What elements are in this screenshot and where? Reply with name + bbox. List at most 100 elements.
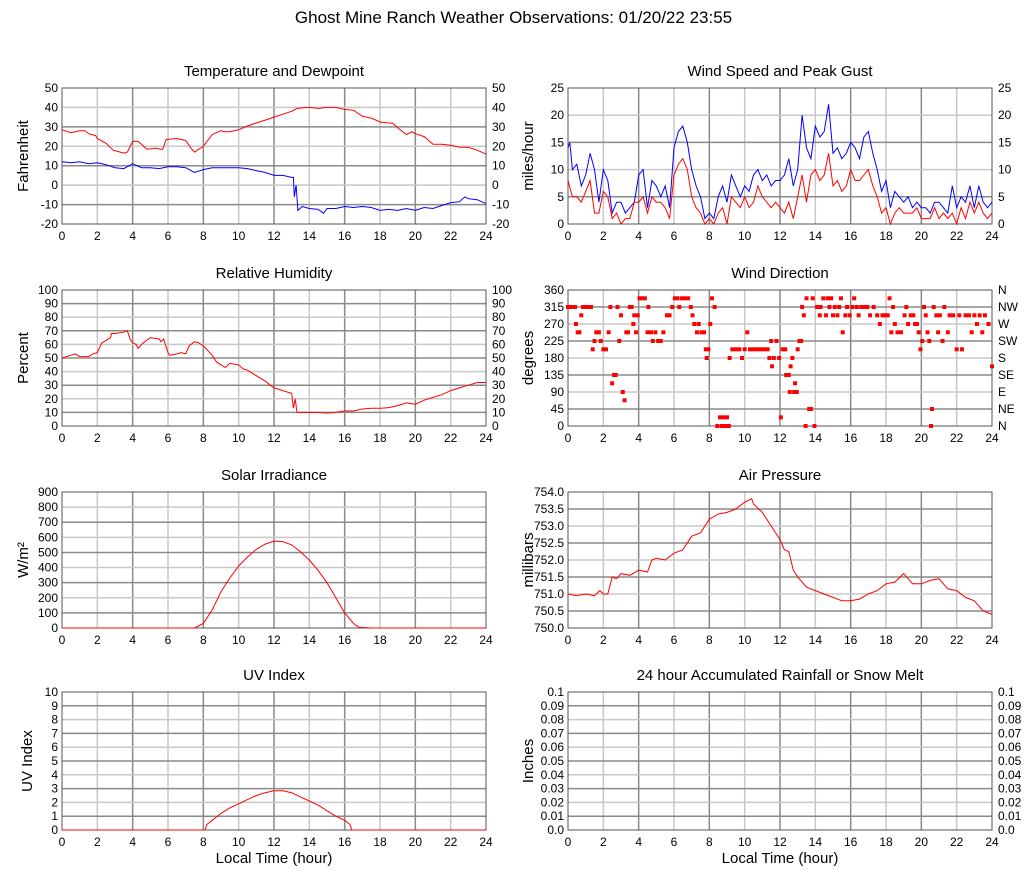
right-tick-label: 0.04 — [998, 768, 1022, 782]
x-tick-label: 0 — [565, 835, 572, 849]
data-point — [646, 305, 651, 309]
data-point — [899, 330, 904, 335]
data-point — [770, 364, 775, 369]
data-point — [982, 313, 987, 318]
right-tick-label: 90 — [492, 297, 506, 311]
x-tick-label: 6 — [671, 633, 678, 647]
y-tick-label: 200 — [38, 591, 58, 605]
data-point — [586, 305, 591, 309]
right-tick-label: 70 — [492, 324, 506, 338]
y-tick-label: 0 — [51, 419, 58, 433]
data-point — [581, 305, 586, 309]
data-point — [727, 356, 732, 360]
data-point — [792, 390, 797, 394]
data-point — [914, 322, 919, 326]
data-point — [902, 313, 907, 318]
y-tick-label: 0 — [557, 419, 564, 433]
data-point — [706, 347, 711, 352]
x-tick-label: 16 — [338, 633, 352, 647]
data-point — [883, 313, 888, 318]
y-axis-label: miles/hour — [520, 121, 537, 190]
y-tick-label: 900 — [38, 485, 58, 499]
y-tick-label: 8 — [51, 713, 58, 727]
x-tick-label: 12 — [267, 229, 281, 243]
data-point — [911, 313, 916, 318]
data-point — [712, 305, 717, 309]
y-tick-label: 50 — [45, 351, 59, 365]
y-tick-label: 5 — [51, 754, 58, 768]
data-point — [850, 305, 855, 309]
x-tick-label: 14 — [809, 431, 823, 445]
y-tick-label: 753.0 — [534, 519, 564, 533]
x-tick-label: 4 — [635, 431, 642, 445]
data-point — [837, 305, 842, 309]
data-point — [694, 330, 699, 335]
data-point — [590, 347, 595, 352]
right-tick-label: 0 — [998, 217, 1005, 231]
data-point — [658, 339, 663, 343]
data-point — [742, 347, 747, 352]
data-point — [682, 296, 687, 301]
x-tick-label: 20 — [915, 835, 929, 849]
y-tick-label: 800 — [38, 500, 58, 514]
x-tick-label: 0 — [59, 431, 66, 445]
x-tick-label: 24 — [479, 229, 493, 243]
data-point — [817, 313, 822, 318]
data-point — [854, 305, 859, 309]
right-tick-label: 30 — [492, 120, 506, 134]
data-point — [795, 347, 800, 352]
x-tick-label: 0 — [565, 431, 572, 445]
data-point — [692, 322, 697, 326]
x-tick-label: 18 — [373, 431, 387, 445]
data-point — [631, 322, 636, 326]
data-point — [733, 347, 738, 352]
data-point — [927, 339, 932, 343]
x-tick-label: 18 — [879, 431, 893, 445]
plot-frame — [61, 87, 487, 225]
data-point — [594, 330, 599, 335]
y-tick-label: 600 — [38, 530, 58, 544]
data-point — [634, 330, 639, 335]
y-tick-label: 360 — [544, 283, 564, 297]
y-tick-label: 180 — [544, 351, 564, 365]
data-point — [799, 339, 804, 343]
data-point — [626, 330, 631, 335]
series-line-relative-humidity — [61, 330, 486, 414]
data-point — [895, 330, 900, 335]
x-tick-label: 16 — [338, 229, 352, 243]
data-point — [751, 347, 756, 352]
x-tick-label: 14 — [809, 229, 823, 243]
data-point — [865, 305, 870, 309]
data-point — [583, 305, 588, 309]
y-tick-label: 20 — [45, 139, 59, 153]
data-point — [758, 347, 763, 352]
x-tick-label: 16 — [338, 835, 352, 849]
data-point — [725, 415, 729, 420]
x-tick-label: 8 — [706, 229, 713, 243]
y-axis-label: UV Index — [19, 730, 36, 792]
data-point — [832, 305, 837, 309]
x-tick-label: 18 — [373, 229, 387, 243]
data-point — [967, 313, 972, 318]
x-tick-label: 2 — [94, 633, 101, 647]
y-tick-label: 6 — [51, 740, 58, 754]
y-tick-label: 752.5 — [534, 536, 564, 550]
right-tick-label: SE — [998, 368, 1014, 382]
x-tick-label: 4 — [129, 229, 136, 243]
data-point — [715, 424, 720, 428]
x-tick-label: 12 — [267, 431, 281, 445]
data-point — [818, 305, 823, 309]
data-point — [613, 373, 618, 377]
data-point — [787, 390, 792, 394]
right-tick-label: E — [998, 385, 1006, 399]
right-tick-label: 5 — [998, 190, 1005, 204]
right-tick-label: S — [998, 351, 1006, 365]
x-tick-label: 20 — [915, 229, 929, 243]
x-tick-label: 0 — [59, 229, 66, 243]
data-point — [726, 424, 731, 428]
right-tick-label: 40 — [492, 100, 506, 114]
data-point — [801, 313, 806, 318]
x-tick-label: 10 — [232, 835, 246, 849]
data-point — [573, 322, 578, 326]
